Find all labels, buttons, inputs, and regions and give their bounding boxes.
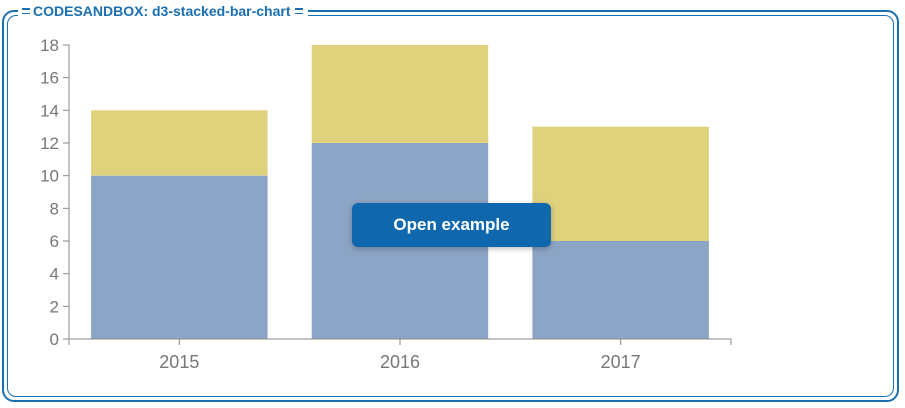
frame-title-text: CODESANDBOX: d3-stacked-bar-chart (33, 3, 291, 19)
frame-title: CODESANDBOX: d3-stacked-bar-chart (18, 2, 308, 20)
y-tick-label-10: 10 (40, 167, 59, 186)
y-tick-label-18: 18 (40, 36, 59, 55)
y-tick-label-14: 14 (40, 101, 59, 120)
bar-2017-segment-0 (532, 241, 709, 339)
x-tick-label-2015: 2015 (159, 352, 199, 372)
y-tick-label-6: 6 (50, 232, 59, 251)
bar-2015-segment-1 (91, 110, 268, 176)
bar-2017-segment-1 (532, 126, 709, 241)
bars-group (91, 45, 709, 339)
sandbox-frame (2, 10, 899, 402)
bar-2015-segment-0 (91, 175, 268, 339)
open-example-button[interactable]: Open example (352, 203, 551, 247)
x-tick-label-2017: 2017 (601, 352, 641, 372)
bar-2016-segment-1 (311, 45, 489, 143)
frame-title-dash-left (22, 8, 30, 14)
frame-title-dash-right (294, 8, 303, 14)
y-tick-label-16: 16 (40, 69, 59, 88)
sandbox-frame-inner (7, 15, 894, 397)
y-axis: 0 2 4 6 8 10 12 14 16 18 (40, 36, 70, 349)
y-tick-label-12: 12 (40, 134, 59, 153)
y-axis-line (63, 44, 70, 340)
y-tick-label-4: 4 (50, 265, 59, 284)
x-axis: 2015 2016 2017 (68, 338, 732, 372)
x-tick-label-2016: 2016 (380, 352, 420, 372)
y-tick-label-0: 0 (50, 330, 59, 349)
y-tick-label-8: 8 (50, 199, 59, 218)
y-tick-label-2: 2 (50, 297, 59, 316)
